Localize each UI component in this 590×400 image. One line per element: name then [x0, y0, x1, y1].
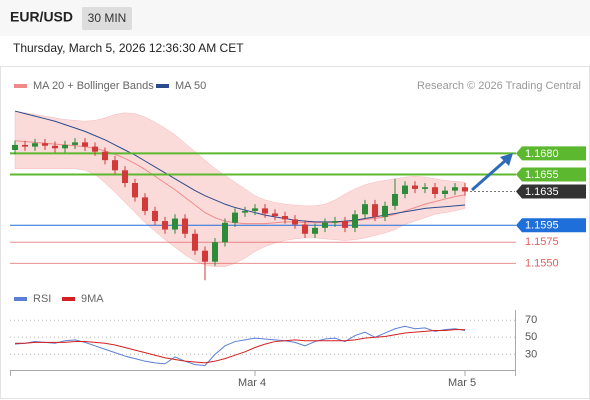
candle-body: [442, 190, 448, 194]
symbol: EUR/USD: [10, 9, 73, 25]
candle-body: [232, 212, 238, 223]
candle-body: [162, 221, 168, 230]
legend-swatch: [14, 84, 27, 88]
candle-body: [262, 208, 268, 214]
level-tag: [516, 184, 586, 199]
x-tick-label: Mar 4: [238, 377, 266, 389]
y-tick-label: 50: [525, 331, 537, 343]
candle-body: [212, 242, 218, 262]
candle-body: [32, 143, 38, 147]
candle-body: [322, 222, 328, 228]
candle-body: [382, 205, 388, 217]
candle-body: [352, 214, 358, 228]
candle-body: [292, 219, 298, 225]
candle-body: [22, 144, 28, 147]
rsi-line: [15, 329, 465, 364]
arrow-head: [500, 153, 513, 166]
timeframe: 30 MIN: [88, 11, 127, 25]
bollinger-band: [14, 110, 466, 268]
datetime: Thursday, March 5, 2026 12:36:30 AM CET: [13, 41, 244, 55]
level-tag: [516, 146, 586, 161]
candle-body: [402, 185, 408, 194]
candle-body: [122, 170, 128, 183]
level-label: 1.1575: [525, 236, 559, 248]
arrow-shaft: [471, 158, 507, 192]
timeframe-box: [82, 7, 132, 30]
candle-body: [42, 143, 48, 146]
candle-body: [462, 187, 468, 192]
legend-label: MA 50: [175, 80, 206, 92]
plot: MA 20 + Bollinger Bands MA 50 1.1680 1.1655…: [10, 80, 586, 389]
candle-body: [142, 197, 148, 211]
legend-label: 9MA: [81, 293, 104, 305]
level-tag: [516, 167, 586, 182]
level-label: 1.1655: [525, 169, 559, 181]
candle-body: [372, 204, 378, 217]
candle-body: [102, 151, 108, 161]
candle-body: [82, 142, 88, 147]
candle-body: [272, 213, 278, 216]
candle-body: [242, 210, 248, 213]
candle-body: [342, 221, 348, 228]
candle-body: [92, 146, 98, 152]
candle-body: [62, 144, 68, 149]
y-tick-label: 30: [525, 348, 537, 360]
ma-line: [14, 140, 466, 225]
y-tick-label: 70: [525, 314, 537, 326]
candle-body: [72, 142, 78, 145]
level-label: 1.1680: [525, 148, 559, 160]
candle-body: [282, 216, 288, 220]
candle-body: [52, 145, 58, 149]
candle-body: [452, 187, 458, 191]
candle-body: [172, 218, 178, 230]
level-label: 1.1595: [525, 220, 559, 232]
candle-body: [152, 210, 158, 222]
level-tag: [516, 218, 586, 233]
candle-body: [252, 208, 258, 211]
level-label: 1.1550: [525, 257, 559, 269]
candle-body: [182, 218, 188, 234]
candle-body: [302, 224, 308, 234]
candle-body: [332, 221, 338, 223]
legend-swatch: [14, 297, 27, 301]
candle-body: [392, 194, 398, 206]
candle-body: [362, 204, 368, 215]
candle-body: [112, 160, 118, 171]
legend-label: RSI: [33, 293, 51, 305]
legend-swatch: [156, 84, 169, 88]
credit: Research © 2026 Trading Central: [417, 80, 581, 92]
candle-body: [422, 187, 428, 189]
candle-body: [132, 183, 138, 198]
rsi-line: [14, 325, 466, 366]
x-tick-label: Mar 5: [448, 377, 476, 389]
legend-swatch: [62, 297, 75, 301]
candle-body: [192, 233, 198, 251]
candle-body: [202, 250, 208, 262]
candle-body: [412, 185, 418, 189]
candle-body: [312, 227, 318, 234]
level-label: 1.1635: [525, 186, 559, 198]
candle-body: [222, 222, 228, 243]
candle-body: [432, 187, 438, 194]
ma-line: [14, 110, 466, 223]
candle-body: [12, 144, 18, 150]
legend-label: MA 20 + Bollinger Bands: [33, 80, 154, 92]
